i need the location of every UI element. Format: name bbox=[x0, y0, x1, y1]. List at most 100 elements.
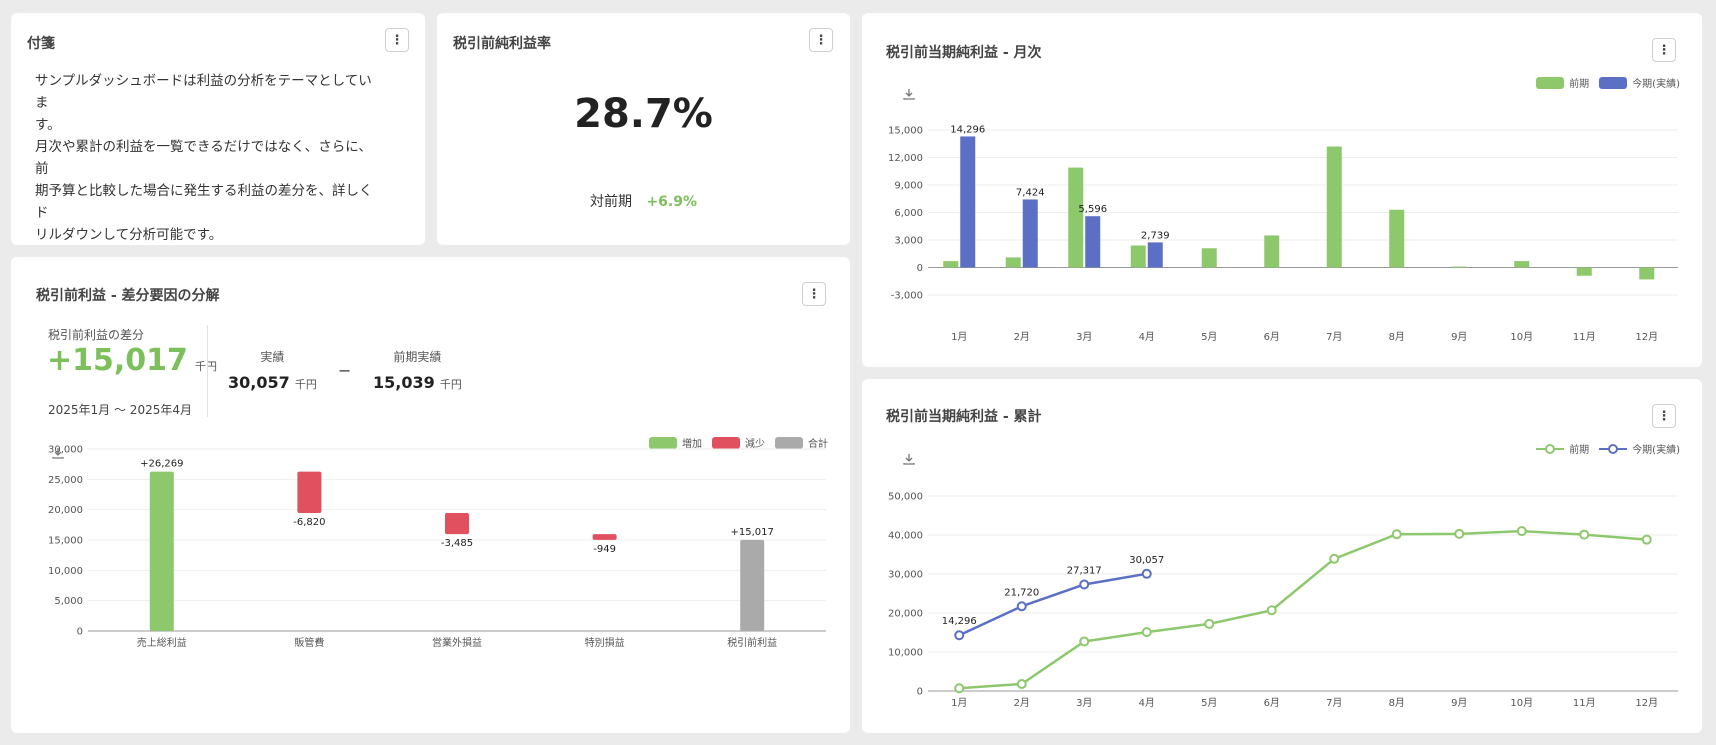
x-tick-label: 1月 bbox=[951, 697, 967, 709]
legend-label: 今期(実績) bbox=[1632, 79, 1680, 90]
note-line: サンプルダッシュボードは利益の分析をテーマとしていま bbox=[35, 73, 372, 111]
bar-prev bbox=[1576, 267, 1592, 276]
point-prev bbox=[954, 683, 965, 694]
note-card: 付箋 ⋮ サンプルダッシュボードは利益の分析をテーマとしていま す。 月次や累計… bbox=[11, 13, 425, 245]
bar-prev bbox=[1130, 245, 1146, 268]
data-label: 7,424 bbox=[1016, 187, 1045, 198]
point-prev bbox=[1016, 678, 1027, 689]
waterfall-card-menu-button[interactable]: ⋮ bbox=[802, 282, 826, 306]
point-prev bbox=[1079, 636, 1090, 647]
actual-block: 実績 30,057 千円 bbox=[228, 348, 317, 392]
note-line: 月次や累計の利益を一覧できるだけではなく、さらに、前 bbox=[35, 139, 372, 177]
y-tick-label: 10,000 bbox=[888, 648, 923, 659]
x-tick-label: 2月 bbox=[1014, 697, 1030, 709]
legend-item-current[interactable]: 今期(実績) bbox=[1599, 75, 1680, 90]
legend-line-swatch bbox=[1599, 443, 1628, 454]
legend-swatch bbox=[649, 436, 677, 449]
kpi-compare-value: +6.9% bbox=[646, 194, 697, 210]
point-current bbox=[1079, 579, 1090, 590]
prev-actual-value: 15,039 bbox=[373, 373, 435, 392]
waterfall-bar bbox=[149, 471, 174, 631]
bar-prev bbox=[1451, 266, 1467, 268]
x-tick-label: 6月 bbox=[1264, 697, 1280, 709]
data-label: -949 bbox=[593, 544, 616, 555]
x-tick-label: 5月 bbox=[1201, 331, 1217, 343]
note-line: リルダウンして分析可能です。 bbox=[35, 227, 223, 243]
point-prev bbox=[1454, 528, 1465, 539]
legend-item-increase[interactable]: 増加 bbox=[649, 435, 702, 450]
data-label: 30,057 bbox=[1129, 555, 1164, 566]
y-tick-label: 10,000 bbox=[48, 566, 83, 577]
monthly-card: 税引前当期純利益 - 月次 ⋮ 前期 今期(実績) 15,000 12,000 9,… bbox=[862, 13, 1702, 367]
bar-current bbox=[1147, 242, 1163, 268]
prev-actual-unit: 千円 bbox=[439, 378, 462, 391]
data-label: -6,820 bbox=[293, 517, 325, 528]
legend-swatch bbox=[712, 436, 740, 449]
legend-item-decrease[interactable]: 減少 bbox=[712, 435, 765, 450]
legend-item-current[interactable]: 今期(実績) bbox=[1599, 441, 1680, 456]
legend-swatch bbox=[1599, 76, 1628, 89]
x-tick-label: 1月 bbox=[951, 331, 967, 343]
point-prev bbox=[1391, 529, 1402, 540]
note-line: 期予算と比較した場合に発生する利益の差分を、詳しくド bbox=[35, 183, 373, 221]
x-tick-label: 11月 bbox=[1573, 331, 1596, 343]
minus-sign: − bbox=[338, 361, 352, 380]
point-prev bbox=[1329, 553, 1340, 564]
kpi-card-menu-button[interactable]: ⋮ bbox=[809, 28, 833, 52]
kpi-divider bbox=[207, 325, 208, 417]
bar-current bbox=[1085, 216, 1101, 268]
y-tick-label: 15,000 bbox=[48, 536, 83, 547]
prev-actual-label: 前期実績 bbox=[393, 350, 442, 364]
point-prev bbox=[1579, 529, 1590, 540]
actual-label: 実績 bbox=[260, 350, 285, 364]
kpi-card-title: 税引前純利益率 bbox=[453, 36, 551, 52]
data-label: 5,596 bbox=[1078, 204, 1107, 215]
period-label: 2025年1月 〜 2025年4月 bbox=[48, 403, 192, 417]
legend-item-prev[interactable]: 前期 bbox=[1536, 441, 1589, 456]
x-tick-label: 10月 bbox=[1510, 697, 1533, 709]
bar-prev bbox=[1389, 209, 1405, 268]
legend-item-prev[interactable]: 前期 bbox=[1536, 75, 1589, 90]
kpi-compare-label: 対前期 bbox=[589, 194, 632, 210]
monthly-card-menu-button[interactable]: ⋮ bbox=[1652, 38, 1676, 62]
x-tick-label: 売上総利益 bbox=[137, 636, 187, 649]
more-vertical-icon: ⋮ bbox=[390, 32, 404, 48]
x-tick-label: 5月 bbox=[1201, 697, 1217, 709]
y-tick-label: 9,000 bbox=[894, 181, 923, 192]
cumulative-card-title: 税引前当期純利益 - 累計 bbox=[886, 409, 1042, 425]
y-tick-label: 50,000 bbox=[888, 492, 923, 503]
y-tick-label: -3,000 bbox=[891, 291, 923, 302]
bar-current bbox=[960, 136, 976, 268]
waterfall-bar bbox=[740, 539, 765, 631]
bar-prev bbox=[1201, 248, 1217, 268]
note-card-menu-button[interactable]: ⋮ bbox=[385, 28, 409, 52]
x-tick-label: 10月 bbox=[1510, 331, 1533, 343]
bar-prev bbox=[1264, 235, 1280, 268]
x-tick-label: 3月 bbox=[1076, 331, 1092, 343]
kpi-compare: 対前期 +6.9% bbox=[437, 191, 850, 211]
x-tick-label: 営業外損益 bbox=[432, 636, 482, 649]
x-tick-label: 7月 bbox=[1326, 331, 1342, 343]
cumulative-card-menu-button[interactable]: ⋮ bbox=[1652, 404, 1676, 428]
more-vertical-icon: ⋮ bbox=[814, 32, 828, 48]
waterfall-bar bbox=[592, 534, 617, 540]
bar-prev bbox=[1514, 261, 1530, 268]
x-tick-label: 12月 bbox=[1635, 331, 1658, 343]
data-label: 14,296 bbox=[942, 616, 977, 627]
y-tick-label: 5,000 bbox=[54, 596, 83, 607]
x-tick-label: 販管費 bbox=[294, 636, 324, 649]
data-label: 2,739 bbox=[1141, 230, 1170, 241]
legend-item-total[interactable]: 合計 bbox=[775, 435, 828, 450]
download-icon[interactable] bbox=[51, 446, 65, 460]
download-icon[interactable] bbox=[902, 87, 916, 101]
actual-unit: 千円 bbox=[294, 378, 317, 391]
point-prev bbox=[1641, 534, 1652, 545]
point-prev bbox=[1204, 618, 1215, 629]
prev-actual-block: 前期実績 15,039 千円 bbox=[373, 348, 462, 392]
bar-prev bbox=[1639, 267, 1655, 280]
download-icon[interactable] bbox=[902, 452, 916, 466]
x-tick-label: 6月 bbox=[1264, 331, 1280, 343]
data-label: 27,317 bbox=[1067, 565, 1102, 576]
x-tick-label: 3月 bbox=[1076, 697, 1092, 709]
bar-prev bbox=[1068, 167, 1084, 268]
